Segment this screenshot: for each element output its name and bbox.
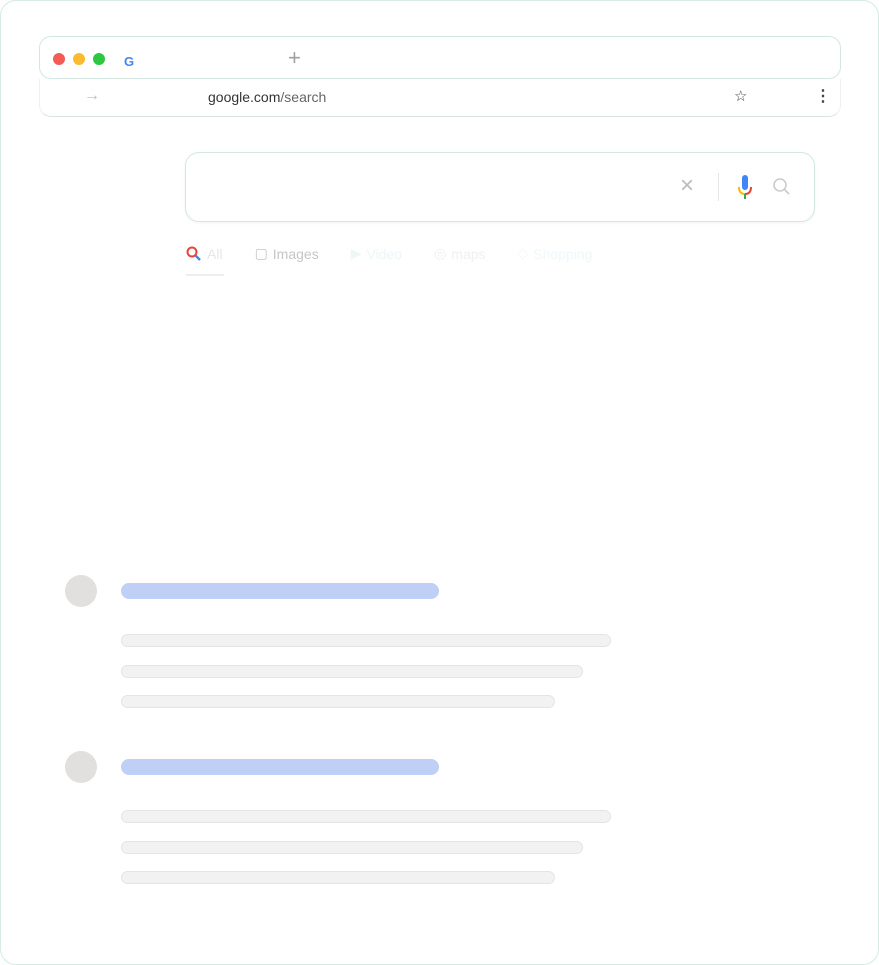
tab-label: Shopping (533, 245, 593, 262)
result-snippet-placeholder (121, 665, 583, 678)
url-field[interactable]: google.com/search (208, 89, 326, 105)
tab-label: All (207, 245, 223, 262)
tab-shopping[interactable]: ◇ Shopping (518, 245, 593, 262)
search-icon (186, 246, 201, 261)
result-snippet-placeholder (121, 841, 583, 854)
tab-label: Video (366, 245, 403, 262)
search-icon[interactable] (772, 177, 792, 197)
clear-icon[interactable]: × (680, 172, 695, 199)
new-tab-button[interactable]: + (288, 45, 301, 70)
tab-maps[interactable]: ◎ maps (434, 245, 485, 262)
tag-icon: ◇ (517, 245, 529, 261)
image-icon: ▢ (254, 245, 268, 261)
result-snippet-placeholder (121, 634, 611, 647)
tab-label: Images (272, 245, 319, 262)
forward-arrow-icon[interactable]: → (84, 87, 100, 104)
microphone-icon[interactable] (738, 175, 752, 201)
maximize-window-button[interactable] (93, 53, 105, 65)
result-snippet-placeholder (121, 810, 611, 823)
search-box[interactable]: × (185, 152, 815, 222)
tab-video[interactable]: ▶ Video (351, 245, 402, 262)
tab-all[interactable]: All (186, 245, 223, 262)
pin-icon: ◎ (434, 245, 447, 261)
result-favicon-placeholder (65, 751, 97, 783)
minimize-window-button[interactable] (73, 53, 85, 65)
active-tab-indicator (186, 274, 224, 276)
url-path: /search (280, 89, 327, 105)
result-favicon-placeholder (65, 575, 97, 607)
result-title-placeholder (121, 759, 439, 775)
address-bar: → google.com/search ☆ ⋮ (39, 79, 841, 117)
result-title-placeholder (121, 583, 439, 599)
tab-bar: G + (39, 36, 841, 79)
tab-images[interactable]: ▢ Images (255, 245, 319, 262)
divider (718, 173, 719, 201)
close-window-button[interactable] (53, 53, 65, 65)
google-favicon-icon[interactable]: G (124, 54, 135, 69)
url-domain: google.com (208, 89, 281, 105)
search-tabs: All ▢ Images ▶ Video ◎ maps ◇ Shopping (186, 245, 624, 262)
result-snippet-placeholder (121, 695, 555, 708)
more-menu-icon[interactable]: ⋮ (815, 88, 831, 105)
tab-label: maps (451, 245, 486, 262)
bookmark-star-icon[interactable]: ☆ (734, 88, 748, 105)
result-snippet-placeholder (121, 871, 555, 884)
play-icon: ▶ (350, 245, 362, 261)
